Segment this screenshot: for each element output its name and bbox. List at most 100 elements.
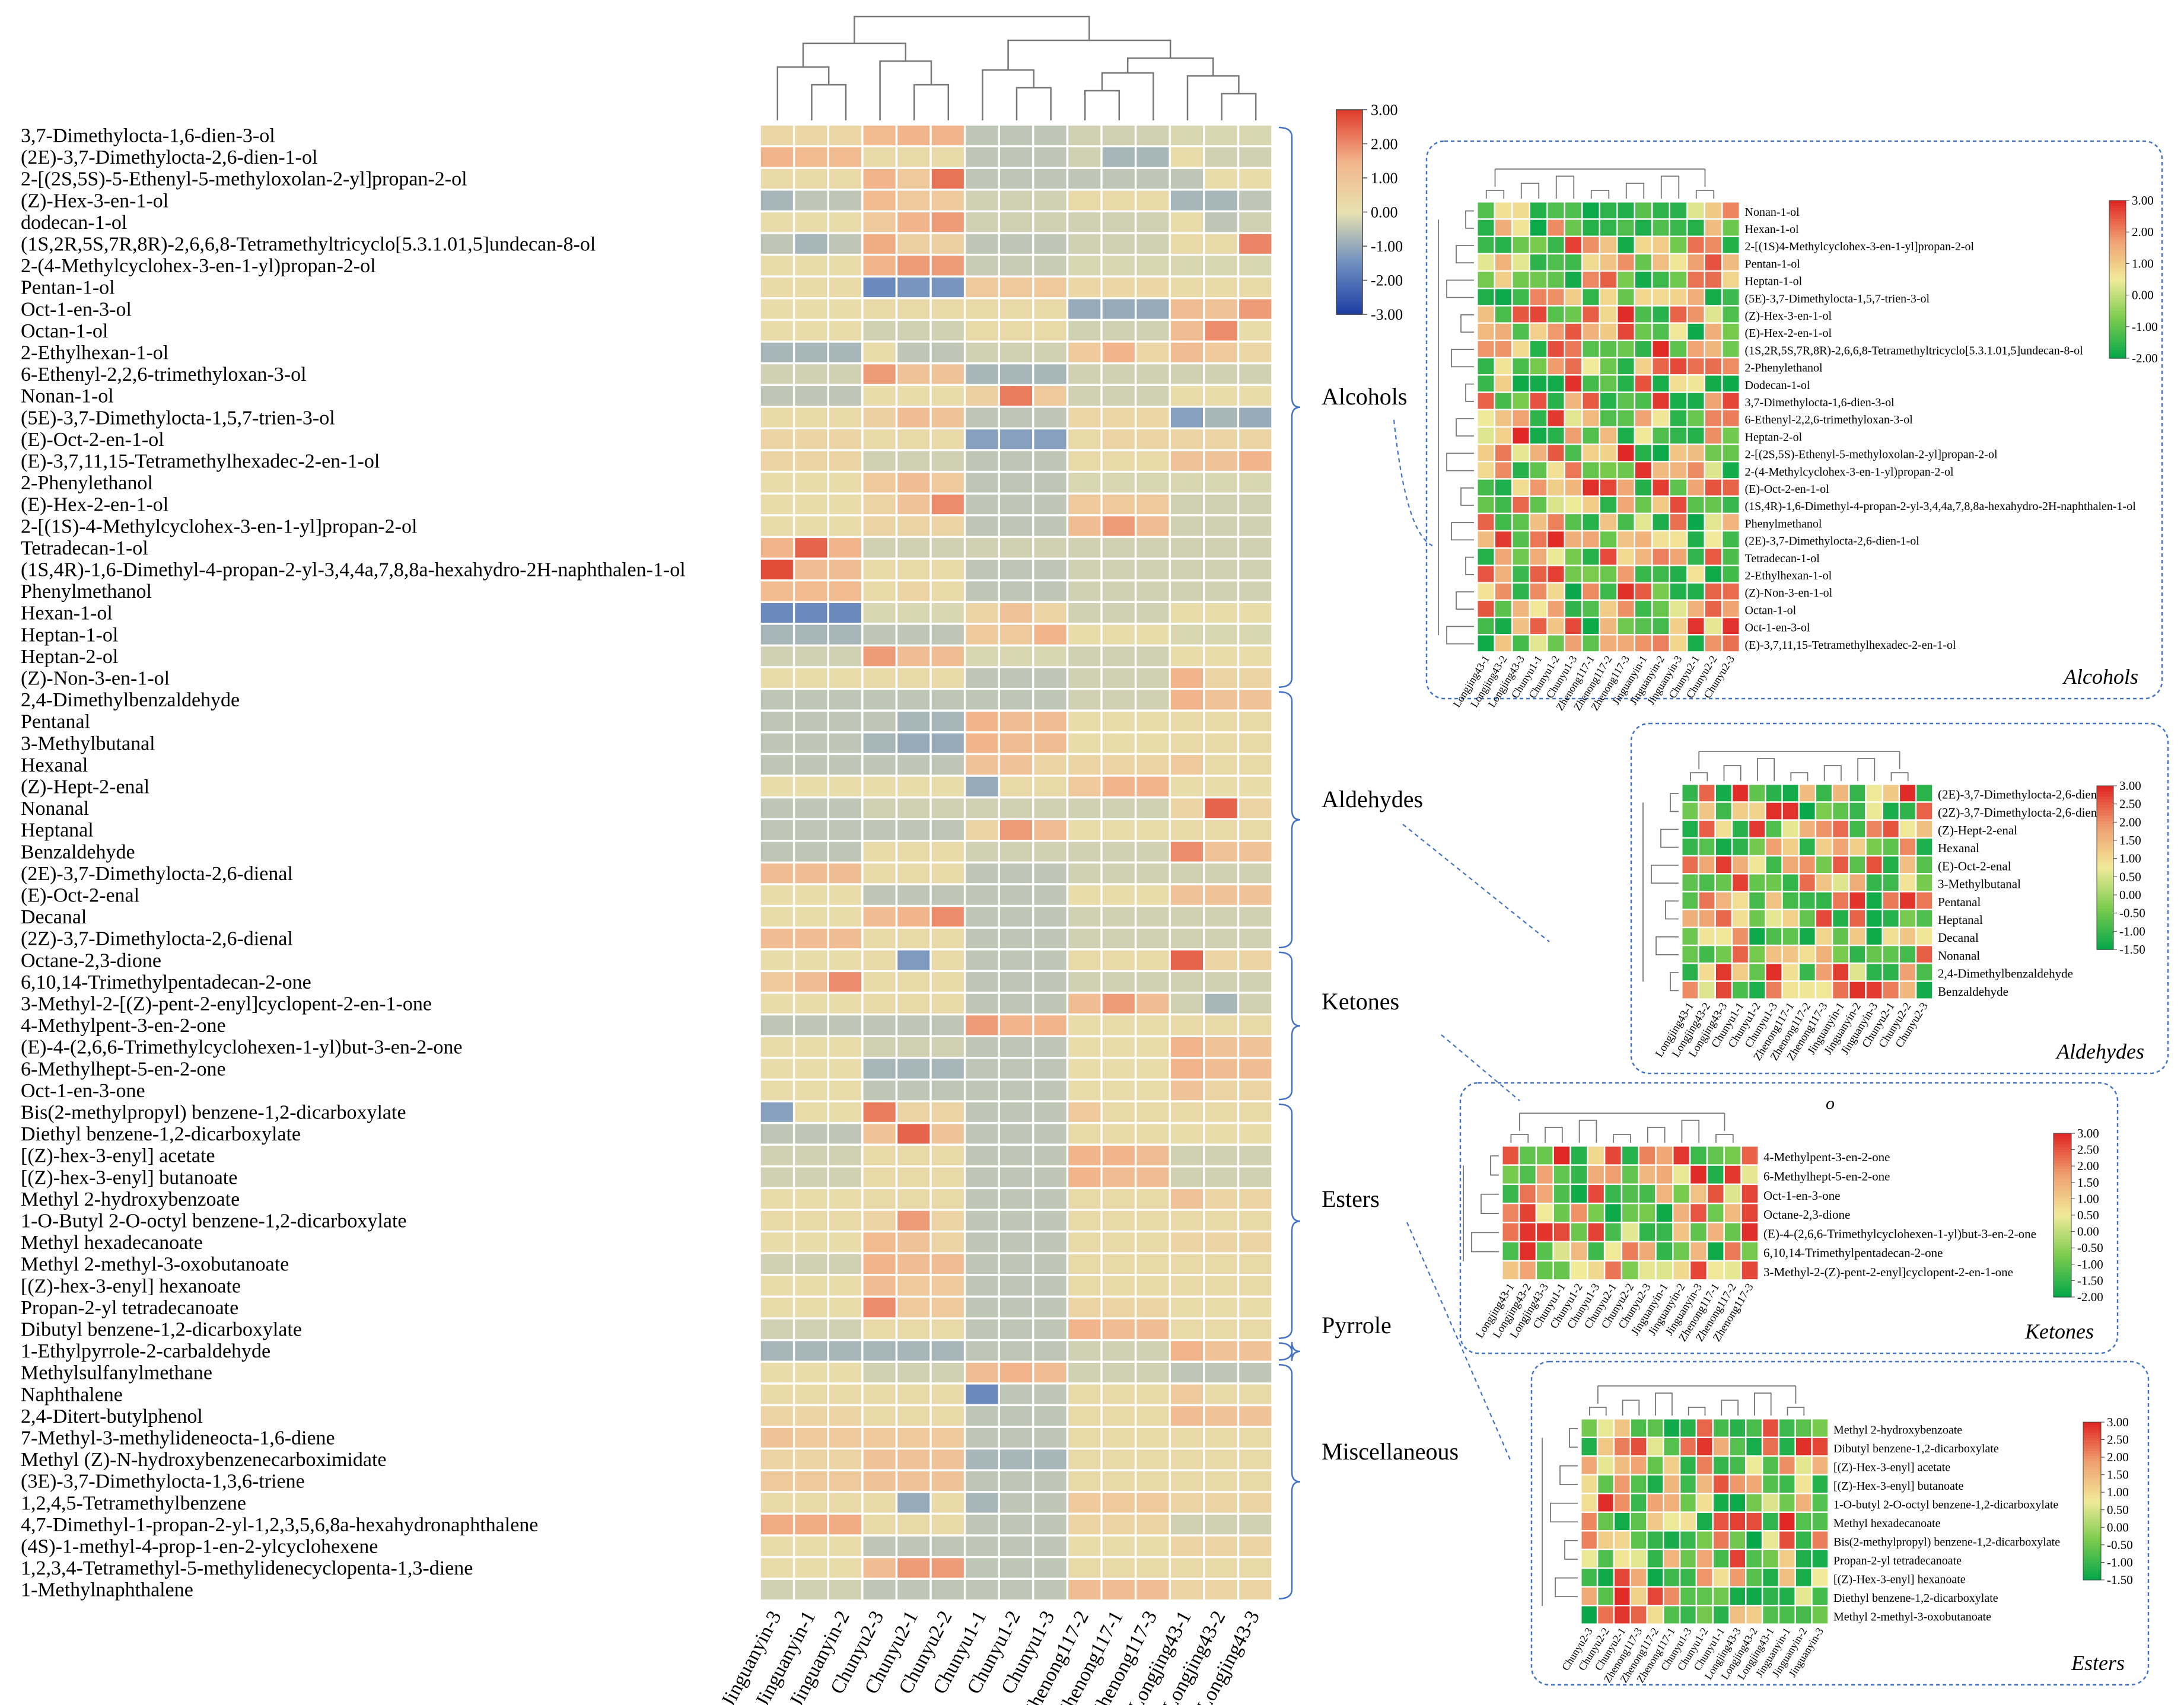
inset-cell [1795, 1456, 1812, 1475]
inset-cell [1724, 1261, 1742, 1280]
heatmap-cell [1101, 949, 1136, 971]
heatmap-cell [1135, 1362, 1170, 1384]
inset-legend-step [2054, 1229, 2071, 1232]
heatmap-cell [1204, 320, 1239, 342]
inset-cell [1565, 548, 1582, 566]
heatmap-cell [1170, 146, 1204, 168]
inset-row-label: Nonanal [1938, 948, 1980, 963]
inset-cell [1765, 820, 1782, 838]
heatmap-cell [1238, 298, 1272, 320]
inset-cell [1798, 891, 1816, 910]
heatmap-cell [896, 342, 931, 364]
inset-legend-step [2054, 1272, 2071, 1276]
heatmap-cell [1238, 363, 1272, 385]
inset-cell [1680, 1605, 1696, 1624]
inset-legend-step [2054, 1185, 2071, 1188]
heatmap-cell [1101, 146, 1136, 168]
heatmap-cell [1067, 342, 1101, 364]
legend-gradient-step [1336, 138, 1362, 141]
heatmap-cell [1170, 1492, 1204, 1514]
inset-legend-step [2083, 1477, 2101, 1481]
heatmap-cell [964, 385, 999, 407]
inset-cell [1698, 945, 1715, 964]
inset-cell [1705, 254, 1722, 271]
heatmap-cell [828, 797, 862, 819]
inset-cell [1899, 891, 1916, 910]
inset-legend-tick-label: 2.00 [2132, 225, 2154, 239]
group-bracket [1278, 126, 1301, 688]
inset-legend-step [2097, 840, 2113, 844]
legend-gradient-step [1336, 130, 1362, 133]
inset-cell [1570, 1184, 1587, 1203]
heatmap-cell [1033, 428, 1068, 450]
heatmap-cell [828, 385, 862, 407]
inset-cell [1722, 409, 1740, 427]
inset-cell [1582, 444, 1600, 461]
heatmap-cell [828, 732, 862, 754]
inset-cell [1597, 1531, 1614, 1550]
heatmap-cell [760, 1275, 794, 1297]
legend-gradient-step [1336, 136, 1362, 139]
heatmap-cell [1238, 862, 1272, 884]
inset-cell [1811, 1605, 1828, 1624]
inset-legend-step [2083, 1543, 2101, 1547]
heatmap-cell [828, 1123, 862, 1145]
heatmap-cell [828, 928, 862, 949]
heatmap-cell [1067, 710, 1101, 732]
heatmap-cell [1204, 1405, 1239, 1427]
heatmap-cell [931, 298, 965, 320]
heatmap-cell [1101, 342, 1136, 364]
heatmap-cell [1238, 168, 1272, 190]
compound-label: dodecan-1-ol [21, 212, 127, 234]
heatmap-cell [862, 949, 897, 971]
heatmap-cell [1101, 1557, 1136, 1579]
heatmap-cell [1204, 884, 1239, 906]
heatmap-cell [964, 276, 999, 298]
inset-cell [1495, 323, 1512, 340]
inset-legend-step [2083, 1424, 2101, 1428]
heatmap-cell [1238, 515, 1272, 537]
inset-cell [1617, 358, 1635, 375]
heatmap-cell [1135, 125, 1170, 146]
dendrogram-link [1578, 1120, 1597, 1143]
inset-cell [1916, 963, 1933, 981]
heatmap-cell [931, 146, 965, 168]
inset-legend-step [2054, 1261, 2071, 1265]
inset-legend-step [2083, 1575, 2101, 1578]
inset-cell [1782, 891, 1799, 910]
inset-legend-step [2109, 211, 2126, 214]
inset-cell [1477, 288, 1495, 306]
heatmap-cell [1238, 1210, 1272, 1232]
inset-cell [1547, 514, 1565, 531]
inset-cell [1673, 1261, 1690, 1280]
inset-legend-step [2054, 1182, 2071, 1186]
heatmap-cell [896, 168, 931, 190]
heatmap-cell [862, 1210, 897, 1232]
inset-cell [1795, 1587, 1812, 1605]
inset-cell [1899, 963, 1916, 981]
heatmap-cell [1067, 1014, 1101, 1036]
heatmap-cell [1238, 1123, 1272, 1145]
heatmap-cell [999, 1036, 1033, 1058]
inset-row-label: Diethyl benzene-1,2-dicarboxylate [1833, 1592, 1998, 1605]
group-label-esters: Esters [1322, 1185, 1380, 1212]
heatmap-cell [862, 993, 897, 1015]
inset-cell [1882, 802, 1899, 820]
inset-cell [1614, 1550, 1631, 1568]
heatmap-cell [1033, 363, 1068, 385]
heatmap-cell [760, 689, 794, 710]
inset-legend-step [2097, 925, 2113, 928]
legend-tick-label: -1.00 [1371, 238, 1403, 255]
heatmap-cell [964, 1014, 999, 1036]
heatmap-cell [1135, 407, 1170, 429]
heatmap-cell [1238, 254, 1272, 276]
inset-cell [1630, 1493, 1647, 1512]
heatmap-cell [896, 320, 931, 342]
inset-cell [1630, 1587, 1647, 1605]
heatmap-cell [1238, 1579, 1272, 1601]
heatmap-cell [1101, 1362, 1136, 1384]
inset-row-label: Heptan-1-ol [1745, 275, 1803, 288]
inset-cell [1582, 288, 1600, 306]
heatmap-cell [1067, 1362, 1101, 1384]
dendrogram-link [1660, 176, 1680, 199]
